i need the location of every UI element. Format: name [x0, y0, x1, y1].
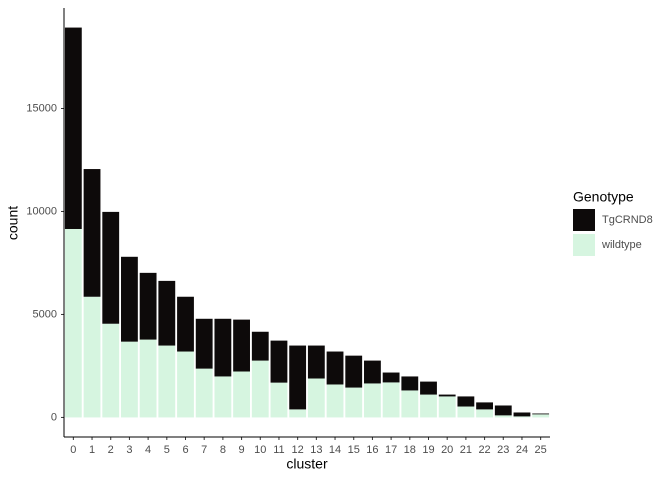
bar-segment	[494, 405, 512, 416]
x-tick-label: 14	[329, 444, 341, 456]
bar-segment	[83, 169, 101, 297]
bar-segment	[532, 414, 550, 418]
y-tick-label: 5000	[33, 308, 57, 320]
bar-segment	[64, 228, 82, 418]
bar-segment	[457, 406, 475, 418]
bar-segment	[401, 390, 419, 418]
legend-label: TgCRND8	[602, 214, 653, 226]
bar-segment	[233, 319, 250, 372]
bar-segment	[326, 351, 344, 385]
bar-segment	[158, 345, 176, 418]
bar-segment	[494, 415, 512, 418]
x-tick-label: 4	[145, 444, 151, 456]
bar-segment	[438, 394, 456, 397]
bar-segment	[121, 341, 138, 418]
bar-segment	[532, 413, 550, 415]
bar-segment	[345, 387, 363, 418]
bar-segment	[326, 384, 344, 418]
x-tick-label: 1	[89, 444, 95, 456]
x-tick-label: 18	[404, 444, 416, 456]
bar-segment	[177, 296, 194, 352]
x-tick-label: 10	[254, 444, 266, 456]
legend-key	[573, 234, 595, 256]
bar-segment	[233, 371, 250, 418]
bar-segment	[364, 360, 381, 384]
bar-segment	[457, 396, 475, 407]
x-tick-label: 9	[239, 444, 245, 456]
bar-segment	[195, 318, 213, 369]
x-tick-label: 6	[182, 444, 188, 456]
bar-segment	[307, 345, 325, 379]
x-tick-label: 7	[201, 444, 207, 456]
bar-segment	[214, 318, 232, 377]
bar-segment	[289, 409, 307, 418]
legend-key	[573, 209, 595, 231]
bar-segment	[177, 351, 194, 418]
bar-segment	[158, 280, 176, 346]
x-tick-label: 12	[292, 444, 304, 456]
bar-segment	[513, 412, 531, 417]
bar-segment	[420, 394, 437, 418]
bar-segment	[102, 211, 120, 324]
y-tick-label: 10000	[26, 205, 57, 217]
bar-segment	[139, 272, 157, 340]
x-tick-label: 21	[460, 444, 472, 456]
x-tick-label: 22	[478, 444, 490, 456]
bar-segment	[476, 402, 493, 410]
legend-label: wildtype	[601, 239, 642, 251]
y-tick-label: 15000	[26, 102, 57, 114]
bar-segment	[270, 340, 288, 383]
bar-segment	[121, 256, 138, 342]
bar-segment	[289, 345, 307, 410]
bar-segment	[420, 381, 437, 395]
x-tick-label: 5	[164, 444, 170, 456]
bar-segment	[382, 382, 400, 418]
legend-title: Genotype	[573, 189, 634, 205]
bar-segment	[83, 296, 101, 418]
x-axis-label: cluster	[286, 456, 328, 472]
bar-segment	[401, 376, 419, 391]
x-tick-label: 0	[70, 444, 76, 456]
bar-segment	[382, 372, 400, 383]
bar-segment	[345, 355, 363, 388]
bar-segment	[251, 360, 269, 418]
x-tick-label: 24	[516, 444, 528, 456]
x-tick-label: 15	[348, 444, 360, 456]
x-tick-label: 23	[497, 444, 509, 456]
bar-segment	[102, 323, 120, 418]
x-tick-label: 20	[441, 444, 453, 456]
bar-segment	[476, 409, 493, 418]
bar-segment	[139, 339, 157, 418]
x-tick-label: 11	[273, 444, 284, 456]
bar-segment	[438, 396, 456, 418]
x-tick-label: 17	[385, 444, 397, 456]
x-tick-label: 25	[535, 444, 547, 456]
bar-segment	[195, 368, 213, 418]
bar-segment	[307, 378, 325, 418]
x-tick-label: 8	[220, 444, 226, 456]
bar-segment	[364, 383, 381, 418]
bar-segment	[64, 27, 82, 229]
x-tick-label: 16	[366, 444, 378, 456]
bar-segment	[270, 382, 288, 418]
bar-segment	[214, 376, 232, 418]
x-tick-label: 13	[310, 444, 322, 456]
x-tick-label: 3	[126, 444, 132, 456]
bar-segment	[251, 331, 269, 361]
bar-segment	[513, 416, 531, 418]
x-tick-label: 2	[108, 444, 114, 456]
y-tick-label: 0	[51, 411, 57, 423]
y-axis-label: count	[5, 206, 21, 240]
x-tick-label: 19	[422, 444, 434, 456]
